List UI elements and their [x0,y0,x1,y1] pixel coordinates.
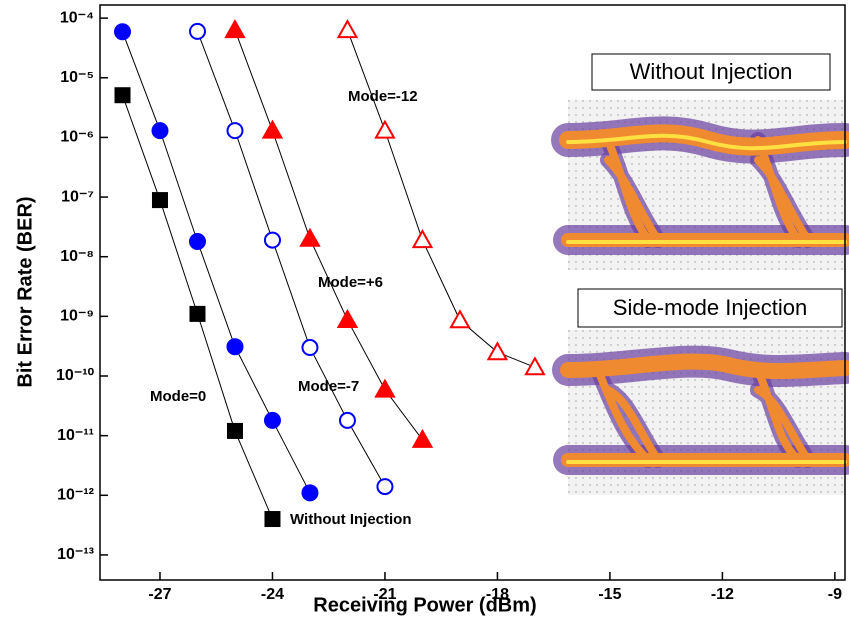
data-point [228,424,242,438]
data-point [115,88,129,102]
x-tick-label: -15 [598,586,621,603]
series-label: Mode=0 [150,388,206,405]
chart: Receiving Power (dBm) Bit Error Rate (BE… [0,0,849,623]
data-point [263,122,281,138]
data-point [153,193,167,207]
inset-title: Without Injection [630,59,793,84]
x-tick-label: -24 [261,586,284,603]
data-point [302,340,317,355]
y-tick-label: 10⁻⁸ [60,248,94,265]
series-label: Without Injection [290,511,412,528]
series-label: Mode=+6 [318,274,383,291]
y-tick-label: 10⁻⁶ [60,129,94,146]
x-tick-label: -18 [486,586,509,603]
y-tick-label: 10⁻⁴ [60,9,94,26]
data-point [190,307,204,321]
data-point [413,231,431,247]
data-point [488,343,506,359]
data-point [340,413,355,428]
y-tick-label: 10⁻⁷ [61,188,94,205]
data-point [338,311,356,327]
eye-diagram [568,330,845,495]
y-tick-label: 10⁻¹³ [57,546,94,563]
series-line [122,32,309,493]
data-point [265,512,279,526]
data-point [115,24,130,39]
x-tick-label: -27 [148,586,171,603]
data-point [451,311,469,327]
data-point [338,21,356,37]
inset-title: Side-mode Injection [613,295,807,320]
data-point [227,339,242,354]
y-tick-label: 10⁻⁵ [60,69,94,86]
y-tick-label: 10⁻⁹ [60,308,94,325]
data-point [190,234,205,249]
data-point [526,358,544,374]
x-tick-label: -21 [373,586,396,603]
series-label: Mode=-12 [348,88,418,105]
data-point [376,122,394,138]
data-point [413,431,431,447]
data-point [227,123,242,138]
y-axis-label: Bit Error Rate (BER) [14,196,36,387]
y-tick-label: 10⁻¹¹ [57,427,94,444]
data-point [301,230,319,246]
x-tick-label: -12 [711,586,734,603]
x-tick-label: -9 [828,586,842,603]
data-point [265,233,280,248]
series-label: Mode=-7 [298,378,359,395]
data-point [226,21,244,37]
data-point [265,413,280,428]
y-tick-label: 10⁻¹² [57,487,94,504]
data-point [152,123,167,138]
y-tick-label: 10⁻¹⁰ [56,367,95,384]
data-point [302,485,317,500]
data-point [377,479,392,494]
series-line [347,30,534,367]
data-point [190,24,205,39]
data-point [376,381,394,397]
eye-diagram [568,100,845,270]
